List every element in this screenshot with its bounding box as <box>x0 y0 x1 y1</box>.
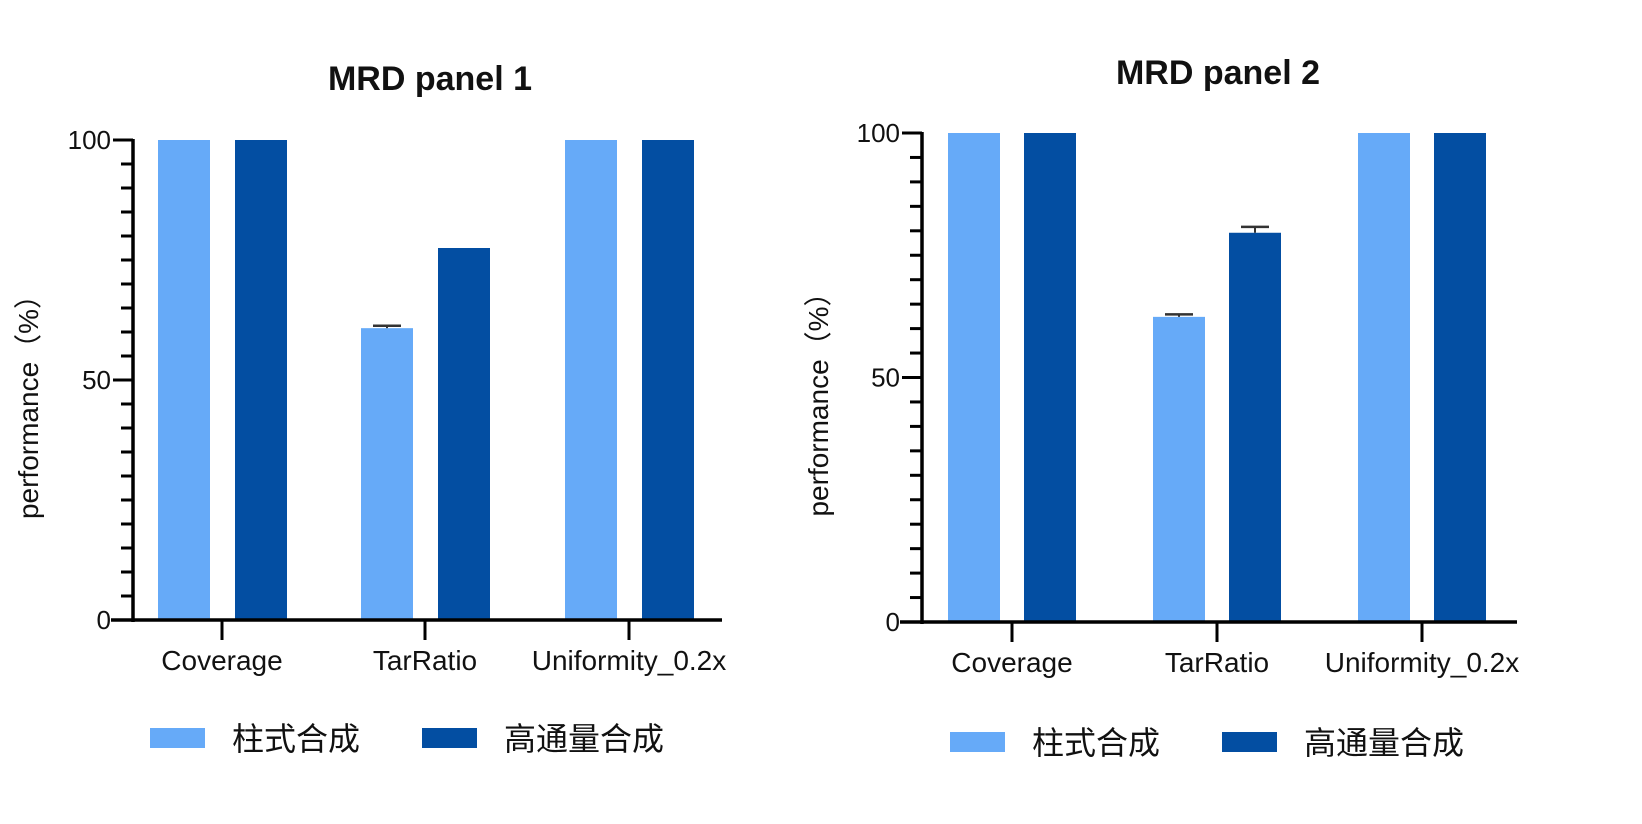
bar-coverage-series-1 <box>158 140 210 620</box>
bar-uniformity_0.2x-series-1 <box>565 140 617 620</box>
x-tick-label: TarRatio <box>1165 647 1269 678</box>
x-tick-label: Coverage <box>951 647 1072 678</box>
chart-panel-1: MRD panel 1 0 50 100 Coverage TarRatio Uniform… <box>13 60 726 758</box>
chart-title: MRD panel 1 <box>328 60 532 98</box>
bar-tarratio-series-2 <box>1229 232 1281 623</box>
legend-swatch <box>950 732 1005 752</box>
legend-label: 高通量合成 <box>504 720 664 758</box>
legend-swatch <box>1222 732 1277 752</box>
x-tick-label: Uniformity_0.2x <box>532 645 727 676</box>
bar-uniformity_0.2x-series-2 <box>1434 133 1486 622</box>
bar-uniformity_0.2x-series-2 <box>642 140 694 620</box>
bar-coverage-series-2 <box>1024 133 1076 622</box>
legend: 柱式合成 高通量合成 <box>950 724 1464 762</box>
chart-panel-2: MRD panel 2 0 50 100 Coverage TarRatio Uniform… <box>803 54 1519 762</box>
legend-label: 高通量合成 <box>1304 724 1464 762</box>
bar-coverage-series-1 <box>948 133 1000 622</box>
y-tick-label: 0 <box>97 605 111 635</box>
x-tick-label: Uniformity_0.2x <box>1325 647 1520 678</box>
legend: 柱式合成 高通量合成 <box>150 720 664 758</box>
legend-label: 柱式合成 <box>232 720 360 758</box>
legend-label: 柱式合成 <box>1032 724 1160 762</box>
y-tick-label: 100 <box>857 118 900 148</box>
y-axis-label: performance（%） <box>803 278 834 516</box>
x-tick-label: TarRatio <box>373 645 477 676</box>
chart-title: MRD panel 2 <box>1116 54 1320 92</box>
legend-swatch <box>150 728 205 748</box>
bar-coverage-series-2 <box>235 140 287 620</box>
y-axis-label: performance（%） <box>13 281 44 519</box>
bar-uniformity_0.2x-series-1 <box>1358 133 1410 622</box>
y-tick-label: 50 <box>82 365 111 395</box>
legend-swatch <box>422 728 477 748</box>
bar-tarratio-series-1 <box>361 328 413 620</box>
bar-tarratio-series-2 <box>438 248 490 620</box>
bar-tarratio-series-1 <box>1153 316 1205 622</box>
y-tick-label: 100 <box>68 125 111 155</box>
x-tick-label: Coverage <box>161 645 282 676</box>
y-tick-label: 50 <box>871 363 900 393</box>
y-tick-label: 0 <box>886 607 900 637</box>
